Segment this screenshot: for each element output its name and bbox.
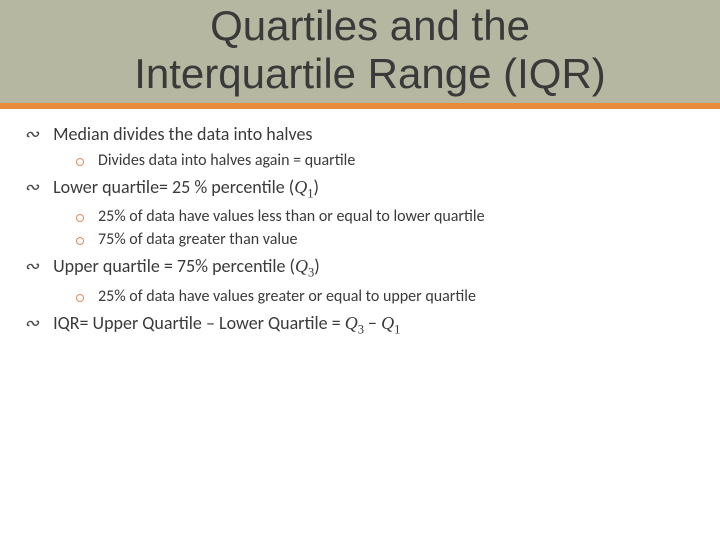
math-var: Q <box>295 256 308 276</box>
title-line-1: Quartiles and the <box>210 2 530 49</box>
slide-title: Quartiles and the Interquartile Range (I… <box>40 0 700 103</box>
bullet-level2: 75% of data greater than value <box>76 230 692 249</box>
text-suffix: ) <box>314 176 319 198</box>
bullet-text: Lower quartile= 25 % percentile (Q1) <box>53 176 319 202</box>
math-sub: 1 <box>394 322 400 336</box>
circle-icon <box>76 294 84 302</box>
subbullet-text: Divides data into halves again = quartil… <box>98 151 355 170</box>
subbullet-text: 25% of data have values less than or equ… <box>98 207 485 226</box>
math-var: Q <box>345 313 358 333</box>
circle-icon <box>76 237 84 245</box>
bullet-text: Upper quartile = 75% percentile (Q3) <box>53 255 320 281</box>
bullet-level1: ∾ Lower quartile= 25 % percentile (Q1) <box>24 176 692 202</box>
subbullet-text: 25% of data have values greater or equal… <box>98 287 476 306</box>
circle-icon <box>76 158 84 166</box>
bullet-level2: 25% of data have values greater or equal… <box>76 287 692 306</box>
iqr-minus: − <box>364 312 381 334</box>
bullet-block-4: ∾ IQR= Upper Quartile – Lower Quartile =… <box>24 312 692 338</box>
bullet-level2: Divides data into halves again = quartil… <box>76 151 692 170</box>
bullet-block-2: ∾ Lower quartile= 25 % percentile (Q1) 2… <box>24 176 692 250</box>
bullet-level2: 25% of data have values less than or equ… <box>76 207 692 226</box>
swirl-icon: ∾ <box>24 124 39 145</box>
bullet-block-3: ∾ Upper quartile = 75% percentile (Q3) 2… <box>24 255 692 306</box>
swirl-icon: ∾ <box>24 313 39 334</box>
bullet-level1: ∾ IQR= Upper Quartile – Lower Quartile =… <box>24 312 692 338</box>
swirl-icon: ∾ <box>24 177 39 198</box>
text-suffix: ) <box>314 255 319 277</box>
bullet-level1: ∾ Upper quartile = 75% percentile (Q3) <box>24 255 692 281</box>
circle-icon <box>76 214 84 222</box>
bullet-text: IQR= Upper Quartile – Lower Quartile = Q… <box>53 312 400 338</box>
iqr-prefix: IQR= Upper Quartile – Lower Quartile = <box>53 312 345 334</box>
math-var: Q <box>294 177 307 197</box>
text-prefix: Upper quartile = 75% percentile ( <box>53 255 295 277</box>
bullet-block-1: ∾ Median divides the data into halves Di… <box>24 123 692 170</box>
title-line-2: Interquartile Range (IQR) <box>134 50 606 97</box>
swirl-icon: ∾ <box>24 256 39 277</box>
subbullet-text: 75% of data greater than value <box>98 230 297 249</box>
content-area: ∾ Median divides the data into halves Di… <box>0 109 720 338</box>
bullet-level1: ∾ Median divides the data into halves <box>24 123 692 145</box>
bullet-text: Median divides the data into halves <box>53 123 312 145</box>
header-band: Quartiles and the Interquartile Range (I… <box>0 0 720 103</box>
math-var: Q <box>381 313 394 333</box>
text-prefix: Lower quartile= 25 % percentile ( <box>53 176 294 198</box>
